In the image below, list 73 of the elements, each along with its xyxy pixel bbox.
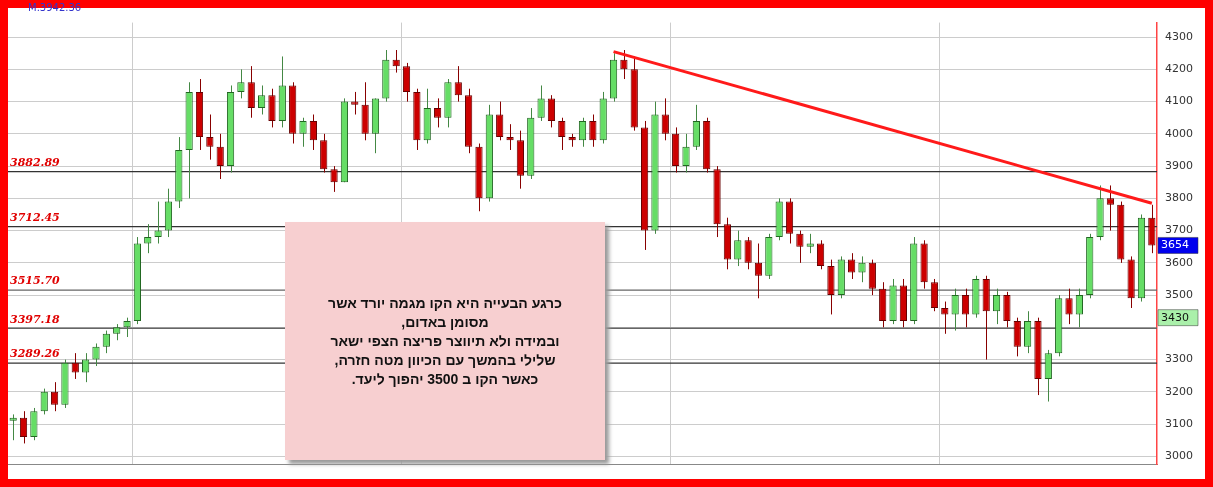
candlestick [41, 388, 47, 415]
candlestick [547, 94, 556, 128]
ref-line-label: 3515.70 [10, 274, 61, 288]
y-tick-label: 4000 [1165, 126, 1194, 140]
candlestick [330, 165, 338, 193]
ref-line-label: 3712.45 [10, 210, 60, 224]
candlestick [93, 342, 99, 367]
candlestick [992, 288, 1001, 325]
candlestick [692, 104, 700, 151]
candlestick [661, 97, 669, 141]
candlestick [1044, 349, 1052, 403]
y-tick-label: 4100 [1165, 94, 1194, 108]
candlestick [309, 114, 317, 151]
candlestick [589, 114, 597, 148]
candlestick [558, 117, 566, 151]
candlestick [620, 49, 628, 80]
y-tick-label: 3300 [1165, 352, 1194, 366]
y-tick-label: 3900 [1165, 158, 1194, 172]
candlestick [123, 317, 131, 338]
candlestick [1023, 310, 1032, 354]
candlestick [1065, 288, 1073, 325]
candlestick [30, 407, 38, 441]
text: 3654 [1161, 238, 1190, 252]
text: 3430 [1161, 310, 1190, 324]
candlestick [1106, 184, 1115, 232]
y-tick-label: 3000 [1165, 449, 1194, 463]
candlestick [1075, 288, 1083, 328]
y-tick-label: 3500 [1165, 287, 1194, 301]
candlestick [816, 239, 825, 270]
candlestick [682, 133, 690, 174]
candlestick [216, 133, 224, 180]
text: M.3942.36 [28, 2, 82, 13]
ref-line-label: 3397.18 [10, 312, 61, 326]
candlestick [858, 255, 866, 283]
y-tick-label: 3700 [1165, 223, 1194, 237]
candlestick [454, 65, 462, 103]
candlestick [257, 84, 266, 116]
candlestick [102, 330, 110, 354]
candlestick [237, 68, 245, 99]
candlestick [206, 114, 214, 161]
y-tick-label: 3800 [1165, 191, 1194, 205]
candlestick [578, 117, 587, 148]
annotation: כרגע הבעייה היא הקו מגמה יורד אשר מסומן באדום, ובמידה ולא תיווצר פריצה הצפי ישאר שלילי בהמשך עם הכיוון מטה חזרה, כאשר הקו ב 3500 יהפוך ליעד. [285, 222, 605, 460]
candlestick [144, 223, 152, 254]
ref-line-label: 3289.26 [10, 347, 61, 361]
candlestick [951, 288, 959, 332]
candlestick [734, 230, 742, 267]
candlestick [961, 288, 970, 328]
candlestick [848, 252, 856, 280]
candlestick [268, 88, 276, 128]
candlestick [496, 101, 504, 141]
candlestick [868, 259, 876, 296]
candlestick [433, 97, 442, 128]
candlestick [506, 123, 514, 151]
candlestick [402, 62, 411, 103]
y-tick-label: 4300 [1165, 29, 1194, 43]
ref-line-label: 3882.89 [10, 155, 61, 169]
candlestick [744, 236, 752, 270]
candlestick [796, 230, 804, 264]
candlestick [537, 84, 545, 122]
candlestick [19, 410, 28, 444]
y-tick-label: 3200 [1165, 384, 1194, 398]
candlestick [1013, 317, 1021, 357]
candlestick [930, 278, 939, 312]
y-tick-label: 3100 [1165, 416, 1194, 430]
candlestick [50, 381, 59, 412]
candlestick [299, 117, 307, 148]
y-tick-label: 3600 [1165, 255, 1194, 269]
candlestick [154, 201, 162, 244]
candlestick [754, 243, 763, 299]
candlestick [247, 65, 255, 119]
y-tick-label: 4200 [1165, 62, 1194, 76]
candlestick [1003, 291, 1011, 328]
